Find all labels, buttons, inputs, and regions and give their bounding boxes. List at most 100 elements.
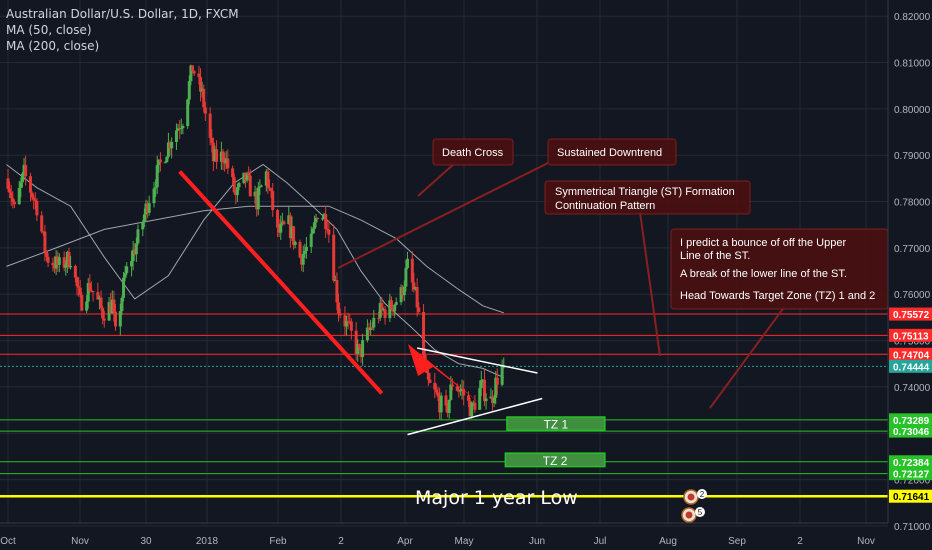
candle-down [45, 251, 49, 257]
price-tag-label: 0.71641 [893, 492, 930, 503]
candle-down [243, 172, 247, 181]
candle-down [12, 201, 16, 205]
candle-up [259, 185, 263, 187]
candle-up [144, 203, 148, 215]
candle-up [293, 242, 297, 245]
ma200-line [6, 205, 504, 314]
candle-up [304, 246, 308, 251]
candle-up [170, 142, 174, 149]
price-axis[interactable]: 0.82000 0.81000 0.80000 0.79000 0.78000 0.770… [887, 0, 932, 533]
price-tick-label: 0.75000 [894, 337, 931, 348]
event-flag-dot-icon [687, 493, 695, 501]
candle-up [123, 273, 127, 278]
time-tick-label: Aug [659, 536, 677, 547]
candle-up [157, 159, 161, 166]
time-tick-label: 2 [797, 536, 803, 547]
candle-up [118, 311, 122, 327]
candle-down [277, 227, 281, 233]
price-tick-label: 0.77000 [894, 244, 931, 255]
candle-down [495, 377, 499, 385]
candle-up [174, 130, 178, 143]
candle-down [436, 392, 440, 397]
ma200-legend[interactable]: MA (200, close) [6, 39, 100, 53]
candle-down [215, 149, 219, 162]
time-tick-label: 30 [140, 536, 152, 547]
candle-up [314, 218, 318, 223]
candle-down [462, 388, 466, 396]
death-cross-text: Death Cross [442, 147, 504, 159]
event-count-text: 5 [698, 508, 703, 517]
candle-down [412, 282, 416, 290]
candle-down [24, 164, 28, 177]
candle-up [279, 223, 283, 233]
candle-down [33, 199, 37, 201]
candle-down [75, 277, 79, 287]
candle-down [410, 258, 414, 283]
chart-legend: Australian Dollar/U.S. Dollar, 1D, FXCM … [6, 6, 239, 54]
candle-up [381, 309, 385, 311]
ma50-legend[interactable]: MA (50, close) [6, 23, 92, 37]
candle-down [422, 311, 426, 356]
candle-down [197, 73, 201, 77]
candle-down [434, 389, 438, 393]
candle-up [176, 128, 180, 131]
candle-down [89, 290, 93, 292]
candle-up [365, 327, 369, 341]
price-tick-label: 0.80000 [894, 105, 931, 116]
candle-down [367, 327, 371, 330]
candle-down [359, 347, 363, 357]
candle-down [231, 168, 235, 178]
candle-up [345, 320, 349, 327]
candle-down [35, 200, 39, 216]
candle-up [155, 165, 159, 188]
candle-up [141, 221, 145, 230]
candle-up [186, 99, 190, 127]
time-tick-label: Oct [0, 536, 16, 547]
candle-up [479, 380, 483, 389]
price-tag-current [889, 359, 932, 373]
candle-down [40, 215, 44, 232]
prediction-text-line4: Head Towards Target Zone (TZ) 1 and 2 [680, 290, 875, 302]
candle-up [237, 182, 241, 188]
price-tag-label: 0.72127 [893, 470, 930, 481]
time-tick-label: 2018 [196, 536, 219, 547]
candle-down [266, 171, 270, 188]
time-axis[interactable]: Oct Nov 30 2018 Feb 2 Apr May Jun Jul Aug Sep 2 Nov [0, 522, 888, 547]
candle-down [221, 151, 225, 162]
candle-up [322, 214, 326, 219]
candle-up [147, 203, 151, 213]
candle-down [349, 321, 353, 331]
candle-down [28, 176, 32, 193]
candle-down [292, 226, 296, 245]
sustained-downtrend-pointer [337, 162, 549, 269]
candle-down [383, 309, 387, 319]
triangle-text-line2: Continuation Pattern [555, 200, 655, 212]
candle-down [62, 257, 66, 268]
candle-down [232, 177, 236, 193]
target-zones: TZ 1 TZ 2 [504, 416, 606, 468]
candle-up [134, 243, 138, 255]
candle-down [343, 315, 347, 327]
candle-down [276, 210, 280, 228]
candle-up [471, 402, 475, 404]
candle-up [404, 268, 408, 287]
candle-up [502, 366, 506, 368]
price-tag-label: 0.73046 [893, 427, 930, 438]
price-lines [0, 313, 888, 498]
candle-down [88, 283, 92, 291]
symbol-title[interactable]: Australian Dollar/U.S. Dollar, 1D, FXCM [6, 7, 239, 21]
candle-up [142, 214, 146, 222]
price-tick-label: 0.79000 [894, 151, 931, 162]
candle-up [69, 265, 73, 268]
candle-down [444, 395, 448, 406]
candle-up [287, 215, 291, 225]
downtrend-arrow-head [408, 344, 481, 404]
candle-down [380, 302, 384, 310]
candle-up [20, 173, 24, 183]
candle-up [481, 379, 485, 381]
candle-up [65, 251, 69, 265]
candle-up [356, 344, 360, 354]
triangle-box [544, 180, 751, 215]
candle-up [224, 158, 228, 164]
